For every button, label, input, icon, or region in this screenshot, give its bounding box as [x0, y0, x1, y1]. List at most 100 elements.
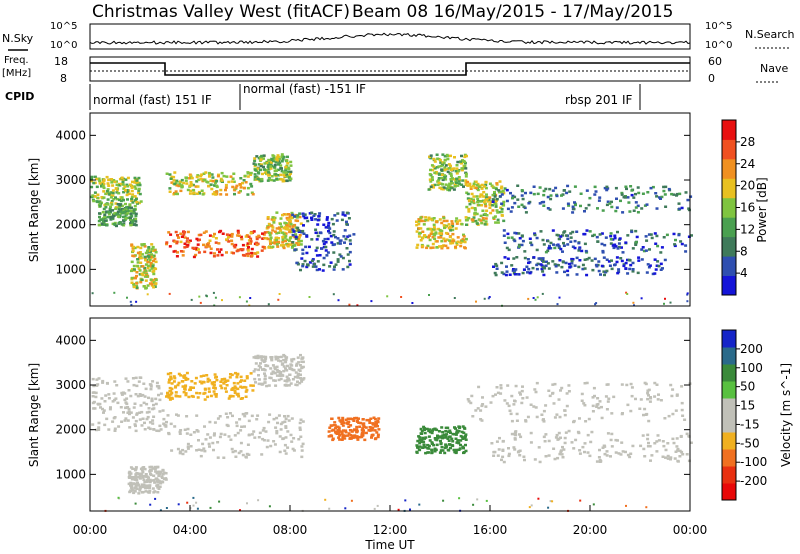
power-cell	[253, 173, 257, 176]
power-cell	[500, 210, 504, 214]
power-cell	[284, 227, 288, 231]
power-cell	[298, 234, 302, 237]
power-cell	[661, 267, 664, 270]
velocity-cell	[436, 436, 440, 440]
velocity-cell	[222, 381, 226, 384]
velocity-cell	[120, 393, 124, 396]
power-cell	[239, 248, 243, 251]
velocity-cell	[598, 448, 601, 452]
power-cell	[183, 246, 187, 249]
colorbar-swatch	[722, 275, 736, 296]
power-cell	[97, 177, 101, 180]
power-cell	[305, 216, 309, 219]
velocity-cell	[597, 406, 601, 410]
velocity-cell	[242, 385, 246, 389]
power-cell	[202, 172, 206, 175]
power-cell	[168, 190, 172, 193]
power-cell	[629, 263, 633, 267]
velocity-cell	[290, 417, 294, 420]
power-cell	[266, 179, 270, 182]
velocity-cell	[355, 430, 359, 433]
power-cell	[349, 242, 352, 246]
power-cell	[173, 182, 177, 186]
velocity-cell	[95, 378, 99, 381]
power-cell	[343, 229, 347, 232]
power-cell	[595, 302, 598, 305]
power-cell	[566, 273, 570, 277]
velocity-cell	[552, 402, 556, 405]
power-cell	[270, 161, 273, 164]
velocity-cell	[224, 387, 227, 390]
velocity-cell	[155, 479, 159, 483]
velocity-cell	[141, 485, 145, 489]
power-cell	[516, 198, 520, 201]
power-cell	[143, 266, 147, 270]
velocity-cell	[192, 386, 195, 389]
velocity-cell	[448, 443, 452, 446]
power-cell	[491, 193, 495, 197]
power-cell	[136, 245, 140, 249]
power-cell	[271, 216, 275, 219]
velocity-cell	[143, 428, 147, 431]
power-cell	[431, 184, 435, 187]
velocity-cell	[540, 413, 544, 416]
power-cell	[225, 238, 228, 241]
power-cell	[528, 237, 532, 240]
power-cell	[446, 185, 450, 189]
power-cell	[348, 234, 352, 237]
velocity-cell	[472, 503, 475, 506]
power-cell	[482, 195, 486, 198]
power-cell	[687, 235, 691, 238]
velocity-cell	[138, 393, 142, 396]
velocity-cell	[558, 415, 562, 419]
velocity-cell	[559, 449, 563, 452]
velocity-cell	[578, 452, 582, 455]
velocity-cell	[174, 386, 177, 389]
power-cell	[506, 257, 510, 260]
velocity-cell	[505, 402, 509, 405]
power-cell	[201, 193, 205, 196]
velocity-cell	[233, 391, 237, 395]
power-cell	[315, 238, 319, 241]
power-cell	[121, 183, 125, 186]
power-cell	[116, 203, 120, 206]
velocity-cell	[188, 388, 192, 392]
power-cell	[480, 221, 484, 225]
velocity-cell	[452, 448, 456, 452]
power-cell	[460, 154, 463, 158]
velocity-cell	[189, 386, 193, 389]
velocity-cell	[196, 396, 200, 399]
velocity-cell	[140, 424, 144, 427]
power-cell	[297, 230, 301, 233]
power-cell	[642, 249, 646, 253]
velocity-cell	[340, 420, 344, 423]
velocity-cell	[131, 416, 135, 419]
velocity-cell	[284, 356, 288, 360]
power-cell	[472, 216, 476, 219]
velocity-cell	[538, 460, 542, 464]
power-cell	[415, 223, 419, 227]
power-cell	[124, 202, 127, 206]
power-cell	[221, 299, 223, 302]
power-cell	[665, 233, 669, 237]
power-cell	[476, 188, 480, 192]
power-cell	[453, 185, 457, 188]
power-cell	[465, 218, 469, 222]
velocity-cell	[170, 391, 174, 395]
velocity-cell	[430, 451, 434, 454]
power-cell	[280, 225, 284, 228]
velocity-cell	[107, 397, 111, 400]
power-cell	[137, 176, 141, 180]
power-cell	[289, 213, 293, 217]
velocity-cell	[679, 435, 683, 438]
velocity-cell	[151, 419, 155, 422]
noise-tick-left-high: 10^5	[50, 21, 77, 32]
power-cell	[437, 165, 441, 168]
power-cell	[214, 193, 218, 196]
power-cell	[129, 216, 132, 220]
velocity-cell	[279, 377, 283, 381]
velocity-cell	[355, 416, 359, 420]
velocity-cell	[590, 430, 594, 434]
velocity-cell	[669, 458, 672, 461]
power-cell	[441, 178, 445, 182]
